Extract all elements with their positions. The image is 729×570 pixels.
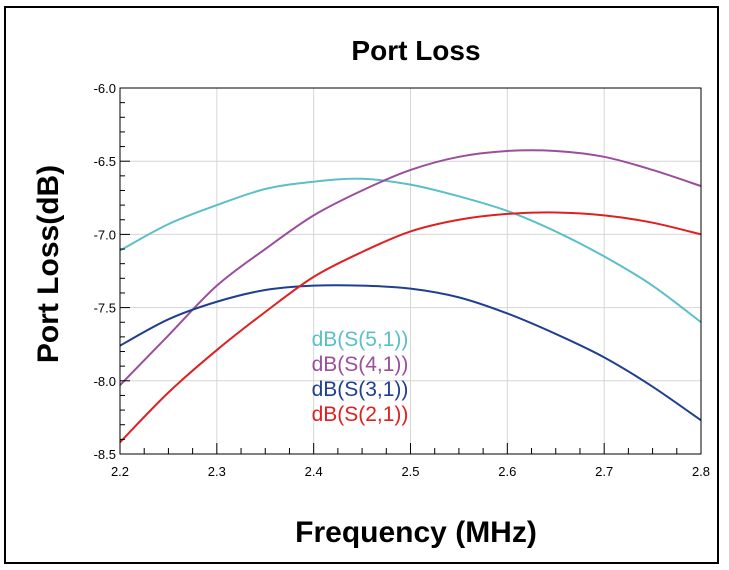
y-axis-label: Port Loss(dB) bbox=[32, 165, 65, 363]
legend: dB(S(5,1))dB(S(4,1))dB(S(3,1))dB(S(2,1)) bbox=[312, 328, 409, 426]
x-tick-label: 2.6 bbox=[498, 464, 516, 479]
legend-entry: dB(S(4,1)) bbox=[312, 353, 409, 376]
tick-marks bbox=[119, 87, 702, 455]
chart-title: Port Loss bbox=[351, 35, 480, 66]
y-tick-label: -6.5 bbox=[94, 154, 116, 169]
x-tick-label: 2.3 bbox=[208, 464, 226, 479]
tick-labels: 2.2 2.3 2.4 2.5 2.6 2.7 2.8 -6.0 -6.5 -7.0 -7.5 -8.… bbox=[94, 81, 710, 479]
x-axis-label: Frequency (MHz) bbox=[295, 516, 537, 549]
legend-entry: dB(S(3,1)) bbox=[312, 378, 409, 401]
y-tick-label: -7.0 bbox=[94, 227, 116, 242]
x-tick-label: 2.4 bbox=[305, 464, 323, 479]
x-tick-label: 2.8 bbox=[692, 464, 710, 479]
y-tick-label: -8.5 bbox=[94, 447, 116, 462]
legend-entry: dB(S(2,1)) bbox=[312, 403, 409, 426]
x-tick-label: 2.5 bbox=[401, 464, 419, 479]
y-tick-label: -8.0 bbox=[94, 374, 116, 389]
series-lines bbox=[119, 149, 702, 443]
legend-entry: dB(S(5,1)) bbox=[312, 328, 409, 351]
chart-frame: Port Loss Port Loss(dB) Frequency (MHz) … bbox=[4, 6, 719, 564]
series-line bbox=[119, 149, 702, 386]
series-line bbox=[119, 284, 702, 422]
x-tick-label: 2.2 bbox=[111, 464, 129, 479]
chart-svg: Port Loss Port Loss(dB) Frequency (MHz) … bbox=[32, 35, 710, 549]
series-line bbox=[119, 177, 702, 324]
series-line bbox=[119, 211, 702, 443]
x-tick-label: 2.7 bbox=[595, 464, 613, 479]
grid-lines bbox=[119, 87, 702, 455]
y-tick-label: -6.0 bbox=[94, 81, 116, 96]
y-tick-label: -7.5 bbox=[94, 301, 116, 316]
